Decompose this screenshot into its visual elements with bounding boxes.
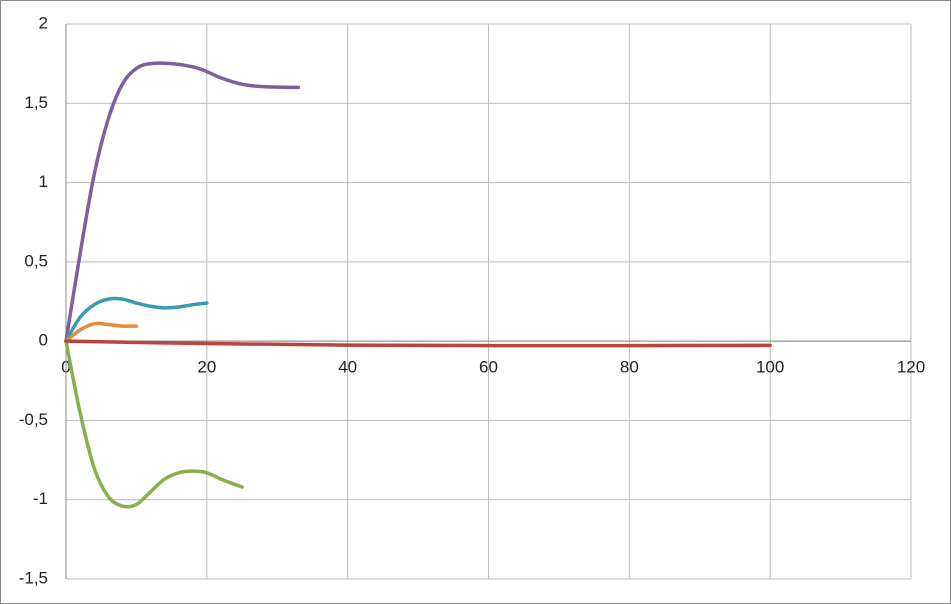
series-line	[64, 339, 244, 509]
series-line	[64, 61, 301, 343]
y-tick-label: 0	[39, 331, 48, 350]
y-tick-label: -1,5	[19, 568, 48, 587]
x-tick-label: 40	[338, 358, 357, 377]
y-tick-label: 2	[39, 13, 48, 32]
x-tick-label: 120	[897, 358, 925, 377]
x-tick-label: 60	[479, 358, 498, 377]
x-tick-label: 80	[620, 358, 639, 377]
series-line	[64, 321, 139, 343]
x-tick-label: 100	[756, 358, 784, 377]
series-line	[64, 339, 772, 348]
y-tick-label: 1,5	[24, 93, 48, 112]
x-tick-label: 20	[197, 358, 216, 377]
y-tick-label: 0,5	[24, 251, 48, 270]
y-tick-label: -1	[33, 489, 48, 508]
y-tick-label: -0,5	[19, 410, 48, 429]
series-line	[64, 296, 209, 343]
y-tick-label: 1	[39, 172, 48, 191]
